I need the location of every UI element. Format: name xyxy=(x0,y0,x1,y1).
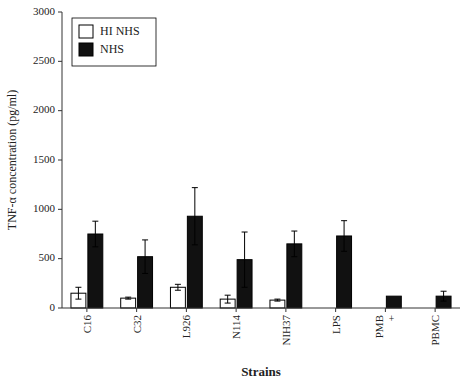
x-tick xyxy=(186,308,187,312)
y-tick-label: 0 xyxy=(50,301,56,313)
bar xyxy=(121,298,136,308)
x-tick-label: N114 xyxy=(230,315,242,340)
y-tick-label: 500 xyxy=(39,251,56,263)
legend-frame xyxy=(72,18,156,66)
y-tick-label: 3000 xyxy=(33,5,56,17)
x-axis-line xyxy=(62,308,460,309)
y-tick-label: 2500 xyxy=(33,54,56,66)
x-tick xyxy=(285,308,286,312)
bar xyxy=(386,296,401,308)
legend-label: HI NHS xyxy=(100,24,140,38)
y-tick xyxy=(58,308,62,309)
error-bar xyxy=(92,221,98,247)
x-tick-label: L926 xyxy=(180,315,192,339)
error-bar xyxy=(242,232,248,287)
legend-swatch xyxy=(79,25,93,38)
y-tick xyxy=(58,209,62,210)
error-bar xyxy=(175,284,181,290)
legend: HI NHS NHS xyxy=(72,18,156,66)
y-tick-label: 1500 xyxy=(33,153,56,165)
y-tick xyxy=(58,110,62,111)
y-tick xyxy=(58,160,62,161)
x-tick-label: C32 xyxy=(131,315,143,333)
error-bar xyxy=(75,287,81,299)
error-bar xyxy=(274,299,280,301)
error-bar xyxy=(142,240,148,274)
y-tick xyxy=(58,12,62,13)
x-tick-label: PMB+ xyxy=(373,315,397,338)
legend-label: NHS xyxy=(100,42,124,56)
y-tick-label: 1000 xyxy=(33,202,56,214)
y-axis-label: TNF-α concentration (pg/ml) xyxy=(5,90,19,230)
x-tick xyxy=(136,308,137,312)
bar xyxy=(170,287,185,308)
x-tick-label: C16 xyxy=(81,315,93,334)
x-tick-label: PBMC xyxy=(429,315,441,346)
x-tick-label: LPS xyxy=(330,315,342,334)
legend-swatch xyxy=(79,43,93,56)
x-axis-label: Strains xyxy=(241,364,281,379)
x-tick xyxy=(335,308,336,312)
x-tick xyxy=(385,308,386,312)
bar xyxy=(270,300,285,308)
error-bar xyxy=(225,295,231,303)
x-tick xyxy=(236,308,237,312)
bars xyxy=(71,188,451,308)
error-bar xyxy=(291,231,297,257)
y-tick-label: 2000 xyxy=(33,103,56,115)
y-tick xyxy=(58,258,62,259)
x-tick xyxy=(86,308,87,312)
error-bar xyxy=(125,297,131,299)
chart: 0 500 1000 1500 2000 2500 3000 C16 C32 L926 N114 NI… xyxy=(0,0,474,384)
error-bar xyxy=(441,291,447,301)
error-bar xyxy=(341,221,347,252)
y-tick xyxy=(58,61,62,62)
x-tick-label: NIH37 xyxy=(280,315,292,346)
error-bar xyxy=(192,188,198,245)
x-tick xyxy=(435,308,436,312)
